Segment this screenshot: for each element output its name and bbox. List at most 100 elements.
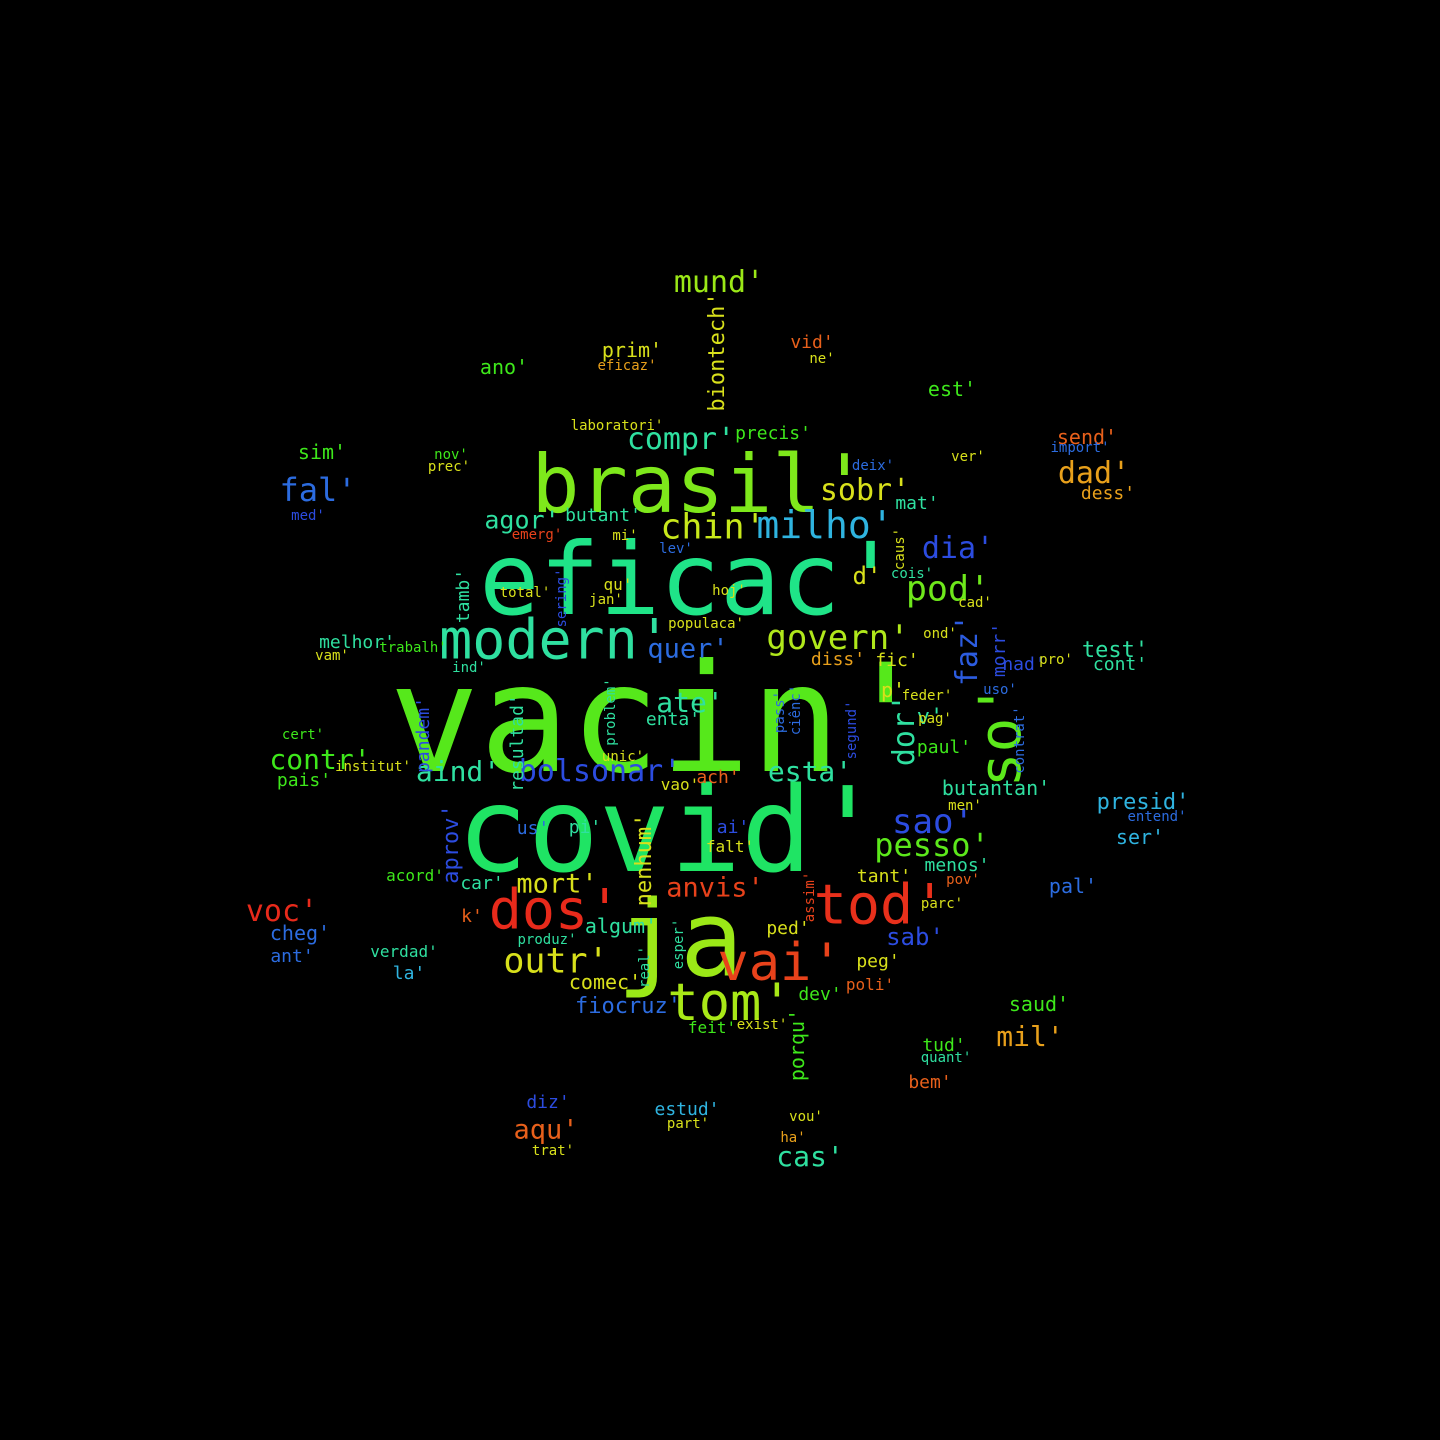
- word-79: qu': [603, 575, 633, 594]
- word-111: ne': [809, 351, 835, 367]
- word-90: precis': [735, 423, 811, 444]
- word-26: sobr': [819, 473, 911, 508]
- word-122: total': [499, 585, 551, 601]
- word-80: d': [852, 562, 882, 590]
- word-0: vacin': [389, 633, 931, 807]
- word-42: presid': [1096, 790, 1190, 815]
- word-107: mi': [612, 528, 638, 544]
- word-22: contr': [269, 743, 371, 776]
- word-10: vai': [717, 933, 843, 993]
- word-136: pov': [946, 872, 980, 888]
- word-41: butantan': [941, 776, 1051, 800]
- word-40: sab': [886, 923, 944, 951]
- word-91: butant': [565, 505, 641, 526]
- word-82: p': [880, 678, 906, 702]
- word-150: import': [1050, 440, 1110, 456]
- word-11: milho': [756, 503, 894, 547]
- word-120: pag': [918, 711, 952, 727]
- word-88: nad': [1002, 654, 1046, 675]
- word-56: bem': [908, 1072, 952, 1093]
- word-114: nov': [434, 447, 468, 463]
- word-142: segund': [844, 700, 860, 760]
- word-128: part': [666, 1116, 710, 1132]
- word-1: covid': [456, 761, 884, 899]
- word-71: ai': [716, 817, 750, 838]
- word-35: quer': [647, 633, 729, 665]
- word-66: la': [392, 963, 426, 984]
- word-110: eficaz': [597, 358, 657, 374]
- word-76: resultad': [507, 694, 528, 792]
- word-23: fal': [279, 471, 357, 509]
- word-125: cad': [958, 595, 992, 611]
- word-138: quant': [920, 1050, 972, 1066]
- word-126: cois': [890, 566, 934, 582]
- word-146: sering': [554, 568, 570, 628]
- word-129: trat': [531, 1143, 575, 1159]
- word-119: feder': [901, 688, 953, 704]
- word-98: peg': [856, 951, 900, 972]
- word-73: ach': [696, 767, 740, 788]
- word-96: feit': [687, 1018, 737, 1037]
- word-53: porqu': [785, 1008, 809, 1082]
- word-36: cas': [776, 1140, 844, 1173]
- word-21: aind': [415, 755, 501, 788]
- word-87: cont': [1092, 654, 1148, 675]
- word-145: populaca': [668, 616, 744, 632]
- word-69: us': [516, 818, 550, 839]
- word-16: sao': [892, 802, 974, 842]
- word-5: modern': [439, 607, 671, 672]
- word-32: anvis': [666, 872, 764, 904]
- word-3: brasil': [531, 438, 869, 531]
- word-2: eficac': [479, 521, 901, 638]
- word-61: paul': [916, 737, 972, 758]
- word-109: laboratori': [570, 418, 664, 434]
- word-124: ond': [923, 626, 957, 642]
- word-51: comec': [568, 970, 642, 994]
- word-102: acord': [386, 866, 444, 885]
- word-112: deix': [851, 458, 895, 474]
- word-84: diss': [810, 649, 866, 670]
- word-133: vou': [789, 1109, 823, 1125]
- word-68: car': [460, 873, 504, 894]
- word-101: k': [461, 906, 483, 927]
- word-141: ciênc': [788, 684, 804, 736]
- word-81: v': [916, 705, 944, 730]
- word-149: unic': [601, 749, 645, 765]
- word-143: contrat': [1012, 706, 1028, 774]
- word-151: entend': [1127, 809, 1187, 825]
- word-127: produz': [517, 932, 577, 948]
- word-45: biontech': [705, 292, 730, 412]
- word-57: estud': [654, 1099, 720, 1120]
- word-14: pod': [905, 569, 991, 610]
- word-152: pro': [1039, 652, 1073, 668]
- word-59: est': [927, 377, 977, 401]
- word-97: dev': [798, 984, 842, 1005]
- word-77: pandem': [413, 697, 434, 773]
- word-148: problem': [603, 678, 619, 746]
- word-15: outr': [503, 941, 609, 982]
- word-18: mund': [673, 265, 765, 300]
- word-132: esper': [671, 918, 687, 970]
- word-135: assim': [802, 871, 818, 923]
- word-4: ja: [616, 878, 744, 1001]
- word-50: nenhum': [632, 813, 657, 907]
- word-92: morr': [989, 622, 1010, 678]
- word-78: tamb': [453, 568, 474, 624]
- word-105: ind': [452, 660, 486, 676]
- word-39: fiocruz': [575, 994, 681, 1019]
- word-37: aqu': [513, 1114, 579, 1146]
- word-43: test': [1081, 638, 1149, 663]
- word-48: sim': [297, 440, 347, 464]
- word-55: tud': [922, 1035, 966, 1056]
- word-131: real': [637, 945, 653, 989]
- word-63: pais': [276, 770, 332, 791]
- word-74: vao': [660, 775, 700, 794]
- word-12: chin': [660, 507, 766, 548]
- word-140: pass': [772, 690, 788, 734]
- word-64: cheg': [269, 921, 331, 945]
- word-106: hoj': [712, 583, 746, 599]
- word-33: mort': [516, 868, 598, 900]
- word-38: mil': [996, 1020, 1064, 1053]
- word-139: exist': [736, 1017, 788, 1033]
- word-147: uso': [983, 682, 1017, 698]
